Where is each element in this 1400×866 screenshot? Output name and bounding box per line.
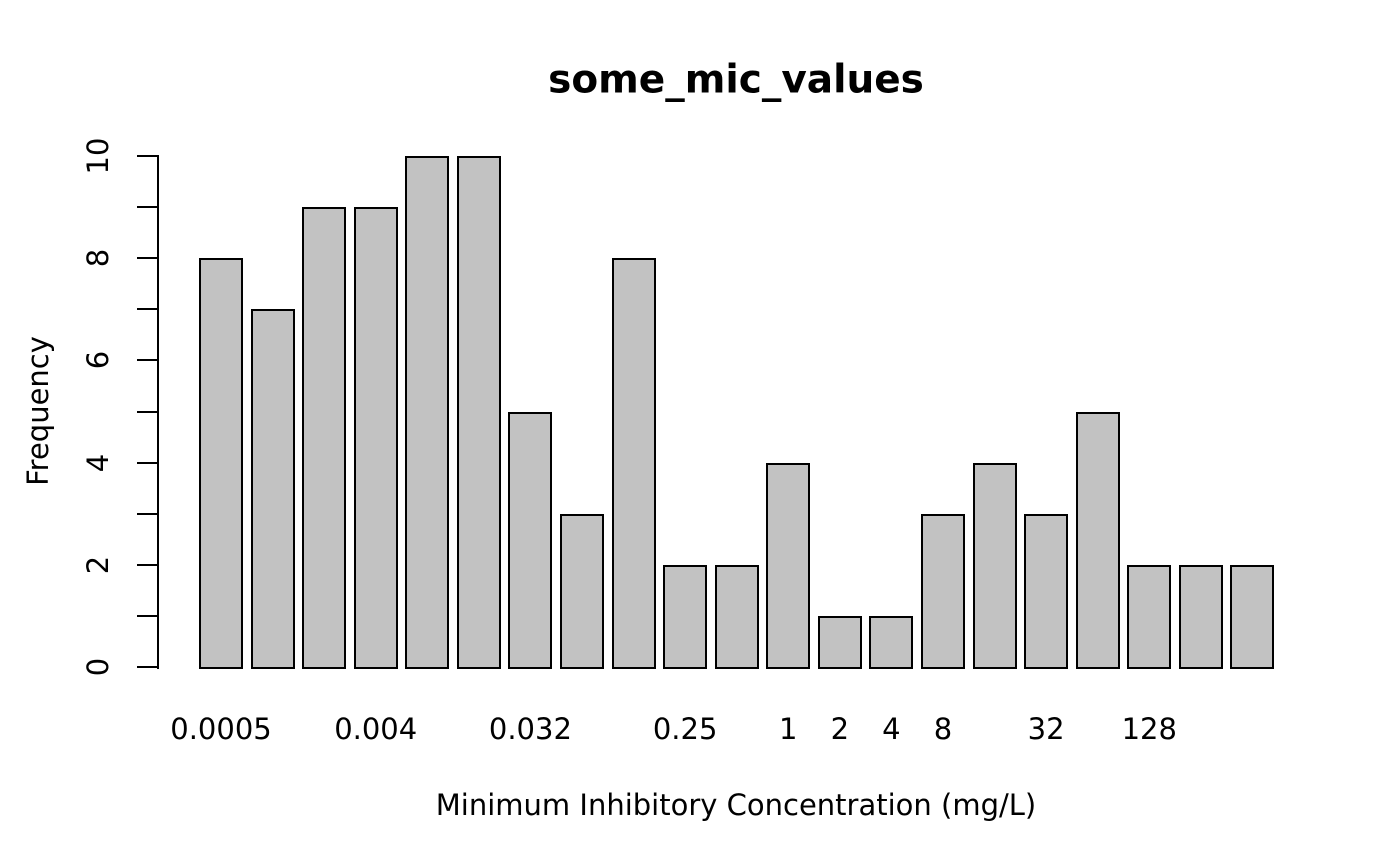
histogram-bar (1230, 564, 1275, 669)
histogram-bar (250, 309, 295, 669)
histogram-bar (611, 258, 656, 669)
x-axis-tick-label: 0.25 (652, 712, 718, 746)
y-axis-tick (137, 410, 158, 413)
x-axis-tick-label: 128 (1121, 712, 1177, 746)
y-axis-line (157, 155, 159, 669)
y-axis-tick-label: 6 (81, 351, 115, 370)
x-axis-title: Minimum Inhibitory Concentration (mg/L) (435, 788, 1037, 822)
x-axis-tick-label: 0.004 (334, 712, 418, 746)
y-axis-tick-label: 0 (81, 657, 115, 677)
x-axis-tick-label: 2 (830, 712, 850, 746)
x-axis-tick-label: 4 (882, 712, 901, 746)
y-axis-tick-label: 2 (81, 555, 115, 575)
y-axis-tick (137, 206, 158, 209)
y-axis-tick-label: 4 (81, 453, 115, 472)
histogram-bar (508, 411, 553, 669)
y-axis-tick (137, 155, 158, 157)
histogram-bar (456, 156, 501, 669)
histogram-bar (199, 258, 243, 669)
y-axis-tick (137, 563, 158, 566)
histogram-bar (405, 156, 450, 669)
y-axis-tick (137, 257, 158, 260)
histogram-bar (353, 207, 398, 669)
histogram-bar (972, 462, 1017, 669)
y-axis-tick (137, 359, 158, 362)
y-axis-tick (137, 308, 158, 311)
x-axis-tick-label: 32 (1027, 712, 1065, 746)
x-axis-tick-label: 8 (933, 712, 953, 746)
x-axis-tick-label: 0.032 (488, 712, 572, 746)
histogram-bar (559, 513, 604, 669)
histogram-bar (1127, 564, 1172, 669)
histogram-bar (1075, 411, 1120, 669)
y-axis-tick (137, 614, 158, 617)
x-axis-tick-label: 0.0005 (170, 712, 272, 746)
histogram-bar (1178, 564, 1223, 669)
y-axis-tick-label: 10 (81, 137, 115, 175)
histogram-bar (920, 513, 965, 669)
histogram-bar (766, 462, 811, 669)
histogram-bar (1024, 513, 1069, 669)
y-axis-tick-label: 8 (81, 248, 115, 268)
y-axis-tick (137, 461, 158, 464)
histogram-bar (817, 615, 862, 669)
x-axis-tick-label: 1 (779, 712, 798, 746)
y-axis-tick (137, 512, 158, 515)
histogram-bar (869, 615, 914, 669)
chart-title: some_mic_values (548, 57, 924, 103)
y-axis-tick (137, 666, 158, 668)
histogram-bar (714, 564, 759, 669)
histogram-bar (663, 564, 708, 669)
histogram-bar (302, 207, 347, 669)
